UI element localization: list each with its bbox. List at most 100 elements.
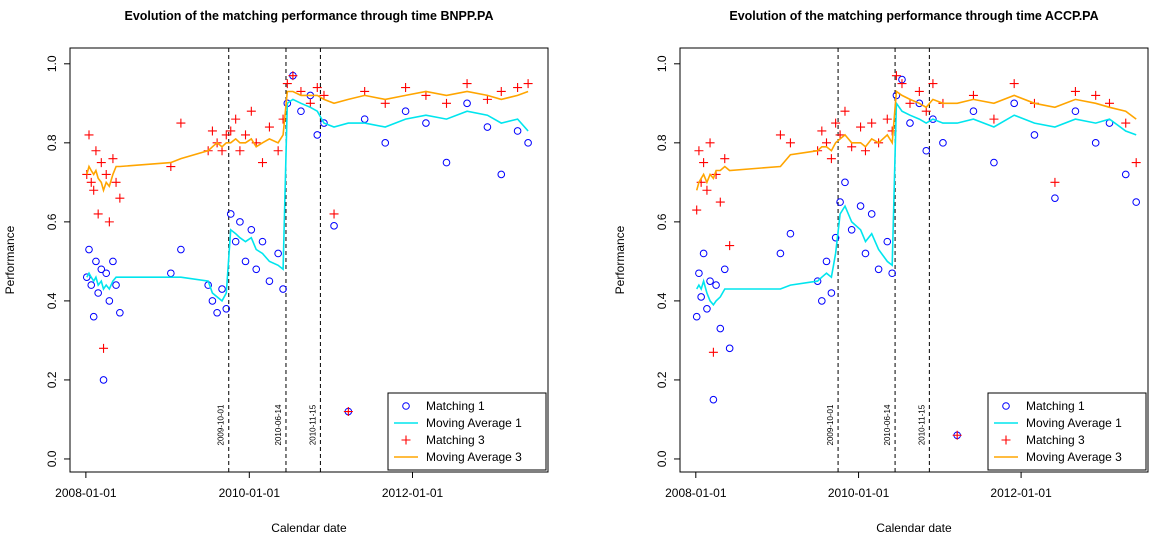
y-tick-label: 0.0 xyxy=(45,450,59,467)
point xyxy=(116,308,124,317)
moving-average-line xyxy=(86,98,529,303)
point xyxy=(785,138,795,148)
chart-panel: Evolution of the matching performance th… xyxy=(613,9,1149,535)
point xyxy=(989,114,999,124)
point xyxy=(496,86,506,96)
y-tick-label: 0.6 xyxy=(655,213,669,230)
x-axis-label: Calendar date xyxy=(876,521,952,535)
point xyxy=(102,269,111,278)
x-tick-label: 2008-01-01 xyxy=(55,486,117,500)
y-tick-label: 0.4 xyxy=(655,292,669,309)
point xyxy=(105,297,114,305)
point xyxy=(264,122,274,132)
x-tick-label: 2012-01-01 xyxy=(382,486,444,500)
point xyxy=(108,154,118,164)
point xyxy=(703,305,711,313)
point xyxy=(694,146,704,156)
chart-title: Evolution of the matching performance th… xyxy=(124,9,493,23)
point xyxy=(252,265,261,274)
point xyxy=(939,139,947,147)
point xyxy=(226,210,235,218)
point xyxy=(1121,118,1131,128)
point xyxy=(524,139,532,147)
point xyxy=(705,138,715,148)
point xyxy=(222,305,231,313)
point xyxy=(208,297,217,305)
legend-label: Matching 1 xyxy=(426,399,485,413)
point xyxy=(89,185,99,195)
x-axis-label: Calendar date xyxy=(271,521,347,535)
point xyxy=(692,312,701,321)
vertical-line-label: 2009-10-01 xyxy=(217,404,226,445)
point xyxy=(708,347,718,357)
point xyxy=(278,114,288,124)
point xyxy=(715,197,725,207)
point xyxy=(482,94,492,104)
point xyxy=(213,308,221,317)
point xyxy=(847,225,856,234)
point xyxy=(247,225,256,234)
plot-frame xyxy=(69,47,549,473)
point xyxy=(840,106,850,116)
point xyxy=(257,158,267,168)
point xyxy=(712,281,720,289)
legend-label: Matching 3 xyxy=(426,433,485,447)
point xyxy=(84,130,94,140)
point xyxy=(1051,194,1059,202)
point xyxy=(826,154,836,164)
point xyxy=(235,146,245,156)
point xyxy=(1002,402,1010,410)
point xyxy=(320,119,328,127)
y-tick-label: 0.0 xyxy=(655,450,669,467)
point xyxy=(841,178,849,187)
point xyxy=(1001,435,1011,445)
vertical-line-label: 2010-06-14 xyxy=(883,404,892,445)
point xyxy=(312,83,322,93)
point xyxy=(99,343,109,353)
y-tick-label: 0.2 xyxy=(655,371,669,388)
point xyxy=(297,107,305,116)
point xyxy=(699,158,709,168)
point xyxy=(85,245,93,254)
point xyxy=(968,90,978,100)
point xyxy=(246,106,256,116)
point xyxy=(822,257,831,266)
point xyxy=(709,395,718,404)
point xyxy=(241,130,251,140)
point xyxy=(296,86,306,96)
point xyxy=(1104,98,1114,108)
point xyxy=(720,154,730,164)
plot-frame xyxy=(679,47,1149,473)
point xyxy=(836,198,844,206)
point xyxy=(831,233,840,242)
vertical-line-label: 2009-10-01 xyxy=(826,404,835,445)
x-tick-label: 2012-01-01 xyxy=(990,486,1052,500)
point xyxy=(82,169,92,179)
point xyxy=(231,237,240,246)
point xyxy=(969,107,978,116)
point xyxy=(483,123,492,131)
point xyxy=(401,83,411,93)
point xyxy=(1050,177,1060,187)
point xyxy=(94,289,102,297)
chart-panel: Evolution of the matching performance th… xyxy=(3,9,549,535)
legend-label: Moving Average 1 xyxy=(426,416,522,430)
point xyxy=(874,265,883,274)
y-tick-label: 0.8 xyxy=(655,134,669,151)
point xyxy=(288,71,298,81)
point xyxy=(226,126,236,136)
point xyxy=(86,177,96,187)
point xyxy=(282,79,292,89)
point xyxy=(360,115,369,123)
point xyxy=(897,79,907,89)
point xyxy=(928,79,938,89)
point xyxy=(402,402,410,410)
y-tick-label: 0.2 xyxy=(45,371,59,388)
point xyxy=(1010,99,1018,108)
point xyxy=(818,297,826,305)
point xyxy=(93,209,103,219)
y-tick-label: 1.0 xyxy=(655,55,669,72)
point xyxy=(462,79,472,89)
point xyxy=(381,139,390,147)
